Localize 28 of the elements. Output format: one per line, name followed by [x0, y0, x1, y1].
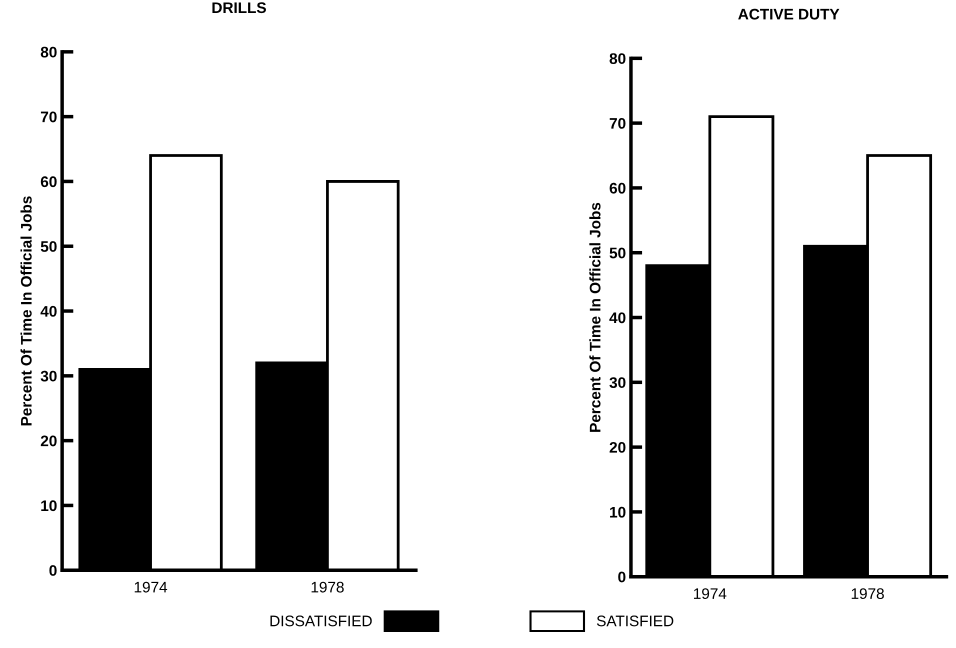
- y-tick-label: 20: [610, 442, 626, 453]
- legend-label: SATISFIED: [596, 616, 674, 626]
- y-tick-label: 60: [610, 182, 626, 194]
- text: DISSATISFIED: [270, 616, 372, 626]
- y-tick-label: 70: [40, 112, 57, 122]
- y-tick-label: 70: [610, 118, 626, 129]
- y-tick-label: 0: [49, 565, 57, 576]
- chart-title: DRILLS: [212, 2, 266, 14]
- y-tick-label: 80: [40, 46, 57, 58]
- x-tick-label: 1974: [134, 582, 168, 593]
- y-tick-label: 40: [609, 312, 626, 324]
- y-axis-title: Percent Of Time In Official Jobs: [20, 196, 32, 426]
- y-tick-label: 40: [40, 306, 57, 317]
- chart-title: ACTIVE DUTY: [738, 8, 840, 20]
- x-tick-label: 1978: [312, 582, 344, 593]
- y-tick-label: 20: [40, 436, 57, 446]
- y-tick-label: 0: [618, 572, 626, 582]
- y-tick-label: 80: [610, 53, 626, 64]
- y-tick-label: 60: [40, 176, 57, 188]
- x-tick-label: 1974: [694, 588, 726, 600]
- y-axis-title: Percent Of Time In Official Jobs: [589, 202, 601, 432]
- y-tick-label: 30: [40, 370, 57, 382]
- y-tick-label: 50: [40, 241, 57, 252]
- x-tick-label: 1978: [852, 588, 884, 600]
- y-tick-label: 50: [610, 248, 626, 258]
- y-tick-label: 10: [610, 506, 626, 518]
- y-tick-label: 10: [41, 500, 57, 512]
- y-tick-label: 30: [609, 377, 626, 388]
